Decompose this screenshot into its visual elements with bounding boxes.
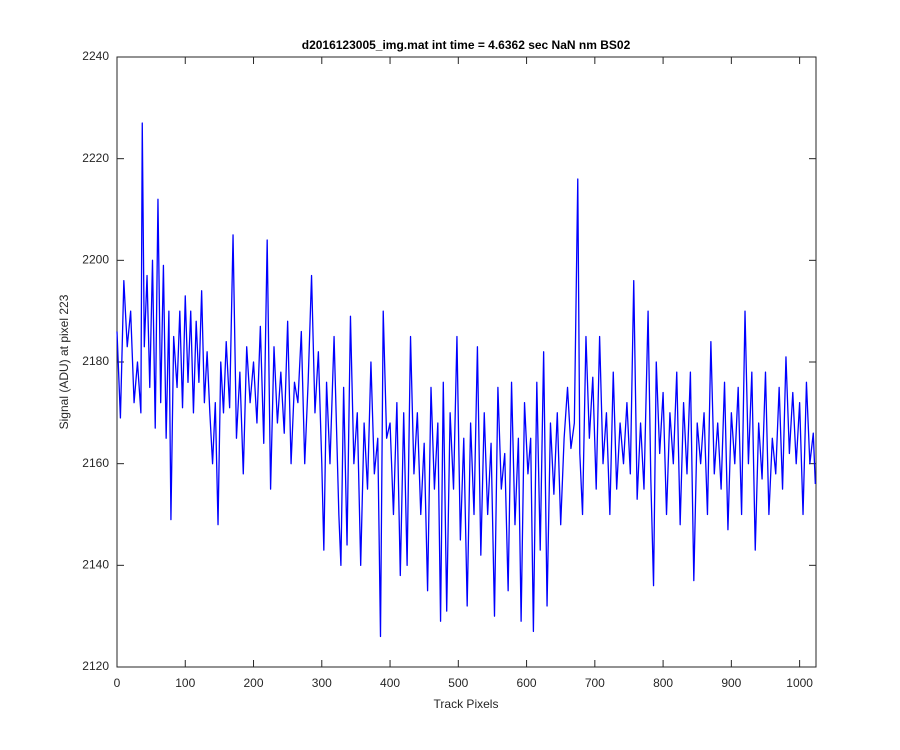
x-tick-label: 0	[114, 676, 121, 690]
x-tick-label: 300	[312, 676, 332, 690]
chart-title: d2016123005_img.mat int time = 4.6362 se…	[302, 38, 631, 52]
x-tick-label: 600	[517, 676, 537, 690]
x-tick-label: 900	[721, 676, 741, 690]
y-tick-label: 2180	[82, 354, 109, 368]
x-tick-label: 100	[175, 676, 195, 690]
x-tick-label: 1000	[786, 676, 813, 690]
x-axis-label: Track Pixels	[434, 697, 499, 711]
x-tick-label: 700	[585, 676, 605, 690]
x-tick-label: 200	[244, 676, 264, 690]
y-tick-label: 2140	[82, 558, 109, 572]
y-tick-label: 2120	[82, 659, 109, 673]
x-tick-label: 400	[380, 676, 400, 690]
x-tick-label: 800	[653, 676, 673, 690]
signal-line	[116, 122, 816, 638]
y-tick-label: 2240	[82, 49, 109, 63]
y-tick-label: 2200	[82, 253, 109, 267]
x-tick-label: 500	[448, 676, 468, 690]
y-tick-label: 2160	[82, 456, 109, 470]
y-axis-label: Signal (ADU) at pixel 223	[57, 294, 71, 429]
y-tick-label: 2220	[82, 151, 109, 165]
